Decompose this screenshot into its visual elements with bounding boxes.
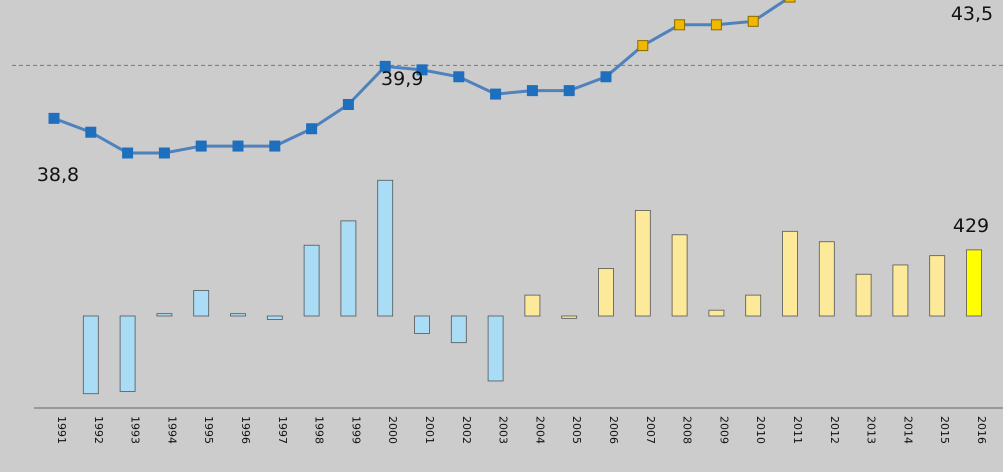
bar-1999	[340, 220, 357, 317]
bar-2015	[929, 255, 946, 317]
data-label-line-2000: 39,9	[381, 68, 423, 90]
x-tick-label: 1991	[55, 416, 68, 444]
marker-2011	[784, 0, 796, 3]
x-tick-label: 1997	[276, 416, 289, 444]
x-tick-label: 1996	[239, 416, 252, 444]
bar-2007	[634, 210, 651, 317]
x-tick-label: 2002	[460, 416, 473, 444]
bar-2006	[598, 268, 614, 317]
bar-2016	[966, 249, 982, 317]
marker-1996	[232, 140, 244, 152]
x-tick-label: 1993	[129, 416, 142, 444]
bar-1994	[156, 313, 173, 317]
bar-series	[82, 179, 982, 395]
marker-1995	[195, 140, 207, 152]
marker-2010	[747, 15, 759, 27]
x-tick-label: 2014	[901, 416, 914, 444]
bar-1997	[266, 315, 283, 320]
x-tick-label: 2015	[938, 416, 951, 444]
marker-2007	[637, 40, 649, 52]
x-tick-label: 1994	[165, 416, 178, 444]
bar-1996	[230, 313, 246, 317]
bar-2013	[855, 273, 872, 317]
x-tick-label: 2005	[570, 416, 583, 444]
line-markers	[48, 0, 796, 159]
marker-1992	[85, 126, 97, 138]
x-tick-label: 1999	[349, 416, 362, 444]
marker-2008	[674, 19, 686, 31]
data-labels: 38,8 39,9 43,5 429	[37, 3, 993, 237]
marker-1994	[158, 147, 170, 159]
x-tick-label: 1992	[92, 416, 105, 444]
bar-2010	[745, 294, 762, 317]
bar-2005	[561, 315, 578, 319]
marker-2004	[526, 85, 538, 97]
marker-1991	[48, 112, 60, 124]
bar-2009	[708, 309, 725, 317]
x-tick-label: 2000	[386, 416, 399, 444]
marker-2005	[563, 85, 575, 97]
x-axis: 1991 1992 1993 1994 1995 1996 1997 1998 1999 2000…	[34, 407, 1003, 444]
x-tick-label: 2004	[533, 416, 546, 444]
x-tick-label: 1995	[202, 416, 215, 444]
marker-2009	[710, 19, 722, 31]
x-tick-label: 2006	[607, 416, 620, 444]
marker-2001	[416, 64, 428, 76]
marker-2006	[600, 71, 612, 83]
x-tick-label: 2001	[423, 416, 436, 444]
marker-1997	[269, 140, 281, 152]
data-label-line-1991: 38,8	[37, 164, 79, 186]
line-series	[53, 0, 789, 155]
bar-2001	[414, 315, 430, 334]
bar-2008	[671, 234, 688, 317]
bar-1995	[193, 290, 210, 317]
bar-2002	[450, 315, 467, 344]
marker-1998	[306, 123, 318, 135]
bar-1993	[119, 315, 136, 392]
bar-1992	[82, 315, 99, 395]
x-tick-label: 2013	[865, 416, 878, 444]
x-tick-label: 2010	[754, 416, 767, 444]
marker-2002	[453, 71, 465, 83]
data-label-line-2016: 43,5	[951, 3, 993, 25]
x-tick-label: 2003	[497, 416, 510, 444]
x-tick-label: 2016	[975, 416, 988, 444]
x-tick-label: 2012	[828, 416, 841, 444]
bar-2004	[524, 294, 541, 317]
x-tick-label: 2007	[644, 416, 657, 444]
marker-1999	[342, 98, 354, 110]
marker-2000	[379, 60, 391, 72]
bar-1998	[303, 244, 320, 317]
marker-1993	[122, 147, 134, 159]
x-tick-label: 2011	[791, 416, 804, 444]
x-tick-label: 1998	[313, 416, 326, 444]
bar-2014	[892, 264, 909, 317]
x-tick-label: 2009	[717, 416, 730, 444]
line-path	[53, 0, 789, 155]
bar-2011	[782, 230, 798, 317]
bar-2000	[377, 179, 394, 317]
x-tick-label: 2008	[681, 416, 694, 444]
marker-2003	[490, 88, 502, 100]
bar-2003	[487, 315, 504, 382]
bar-2012	[818, 241, 835, 317]
data-label-bar-2016: 429	[953, 215, 989, 237]
